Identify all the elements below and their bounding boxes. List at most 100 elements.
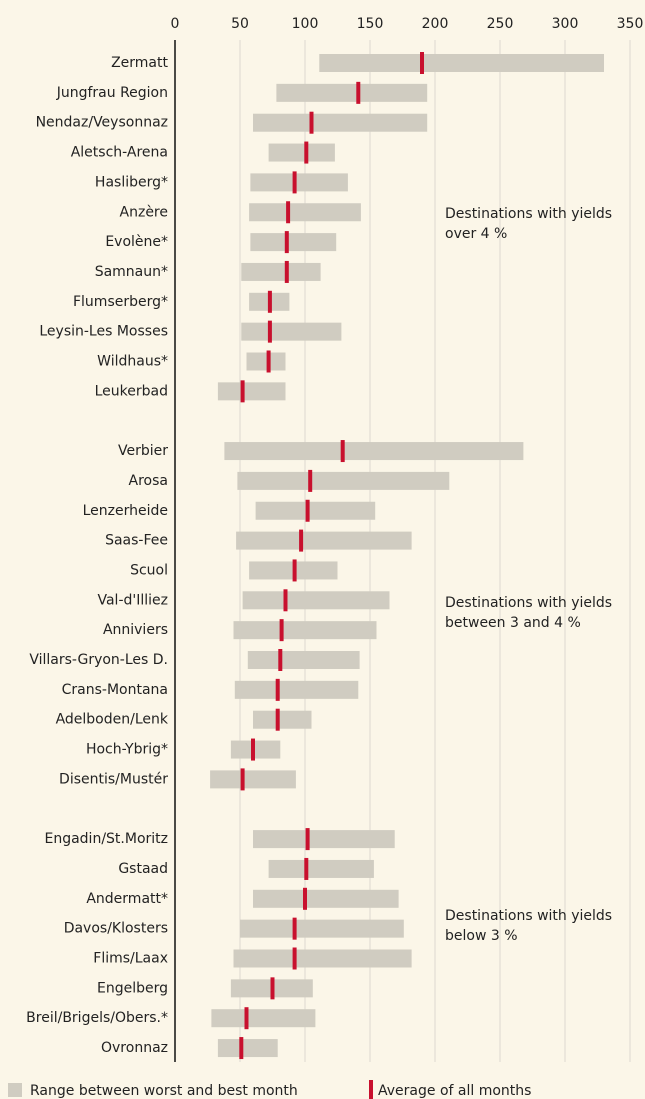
range-bar xyxy=(268,143,335,162)
category-label: Villars-Gryon-Les D. xyxy=(29,652,168,668)
range-bar xyxy=(211,1009,316,1028)
average-marker xyxy=(356,81,361,104)
average-marker xyxy=(308,469,313,492)
average-marker xyxy=(278,649,283,671)
average-marker xyxy=(299,529,304,552)
category-label: Breil/Brigels/Obers.* xyxy=(26,1010,168,1026)
annotation: below 3 % xyxy=(445,928,518,944)
x-tick-label: 150 xyxy=(357,16,384,32)
range-bar xyxy=(250,233,337,252)
category-label: Crans-Montana xyxy=(62,682,168,698)
average-marker xyxy=(304,141,309,164)
range-bar xyxy=(234,680,359,699)
category-label: Adelboden/Lenk xyxy=(56,712,169,728)
category-label: Flumserberg* xyxy=(73,294,168,310)
average-marker xyxy=(266,350,271,373)
average-marker xyxy=(279,619,284,642)
range-bar xyxy=(247,651,360,669)
category-label: Leysin-Les Mosses xyxy=(39,324,168,340)
category-label: Lenzerheide xyxy=(83,503,168,519)
category-label: Ovronnaz xyxy=(101,1040,168,1056)
range-bar xyxy=(233,621,377,640)
category-label: Disentis/Mustér xyxy=(59,771,168,787)
average-marker xyxy=(309,111,314,134)
annotation: between 3 and 4 % xyxy=(445,615,581,631)
range-bar xyxy=(237,471,450,490)
category-label: Aletsch-Arena xyxy=(71,145,168,161)
average-marker xyxy=(275,678,280,701)
range-bar xyxy=(253,830,395,849)
range-bar xyxy=(253,889,399,908)
category-label: Arosa xyxy=(129,473,168,489)
range-bar xyxy=(240,919,404,938)
average-marker xyxy=(267,320,272,343)
range-bar xyxy=(217,382,286,401)
category-label: Val-d'Illiez xyxy=(97,592,168,608)
average-marker xyxy=(292,947,297,970)
average-marker xyxy=(239,1037,244,1060)
category-label: Anzère xyxy=(120,204,168,220)
range-bar xyxy=(210,770,296,789)
category-label: Jungfrau Region xyxy=(56,85,168,101)
average-marker xyxy=(340,440,345,463)
x-tick-label: 200 xyxy=(422,16,449,32)
category-label: Zermatt xyxy=(111,55,168,71)
category-label: Verbier xyxy=(118,443,168,459)
average-marker xyxy=(292,171,297,194)
legend-swatch xyxy=(369,1080,373,1099)
average-marker xyxy=(244,1007,249,1030)
legend-label: Range between worst and best month xyxy=(30,1083,298,1099)
average-marker xyxy=(292,917,297,940)
range-bar xyxy=(217,1039,278,1058)
range-bar xyxy=(319,54,604,72)
range-bar xyxy=(253,113,428,132)
average-marker xyxy=(420,52,424,74)
average-marker xyxy=(275,708,280,731)
category-label: Hasliberg* xyxy=(95,174,168,190)
category-label: Wildhaus* xyxy=(97,354,168,370)
x-tick-label: 0 xyxy=(171,16,180,32)
category-label: Andermatt* xyxy=(86,891,168,907)
average-marker xyxy=(292,559,297,582)
average-marker xyxy=(240,768,245,791)
category-label: Samnaun* xyxy=(95,264,168,280)
category-label: Gstaad xyxy=(118,861,168,877)
range-bar xyxy=(241,322,342,341)
annotation: Destinations with yields xyxy=(445,595,612,611)
annotation: Destinations with yields xyxy=(445,206,612,222)
x-tick-label: 300 xyxy=(552,16,579,32)
range-bar xyxy=(250,173,348,192)
x-tick-label: 350 xyxy=(617,16,644,32)
average-marker xyxy=(286,201,291,224)
average-marker xyxy=(284,260,289,283)
category-label: Davos/Klosters xyxy=(64,921,168,937)
range-bar xyxy=(224,442,524,461)
category-label: Nendaz/Veysonnaz xyxy=(36,115,168,131)
category-label: Anniviers xyxy=(103,622,168,638)
annotation: Destinations with yields xyxy=(445,908,612,924)
average-marker xyxy=(283,589,288,612)
range-bar xyxy=(253,710,312,729)
average-marker xyxy=(305,828,310,851)
category-label: Evolène* xyxy=(105,234,168,250)
range-bar xyxy=(230,740,281,759)
x-tick-label: 50 xyxy=(231,16,249,32)
average-marker xyxy=(270,977,275,1000)
range-bar xyxy=(242,591,390,610)
range-bar xyxy=(246,352,286,371)
average-marker xyxy=(267,290,272,313)
range-bar xyxy=(233,949,412,968)
x-tick-label: 250 xyxy=(487,16,514,32)
average-marker xyxy=(240,380,245,403)
range-bar xyxy=(268,859,374,878)
category-label: Leukerbad xyxy=(95,383,168,399)
category-label: Engelberg xyxy=(97,980,168,996)
legend-label: Average of all months xyxy=(378,1083,531,1099)
range-bar xyxy=(241,262,321,281)
category-label: Flims/Laax xyxy=(93,951,168,967)
legend-swatch xyxy=(8,1083,22,1097)
average-marker xyxy=(303,887,307,910)
range-bar xyxy=(255,501,376,520)
